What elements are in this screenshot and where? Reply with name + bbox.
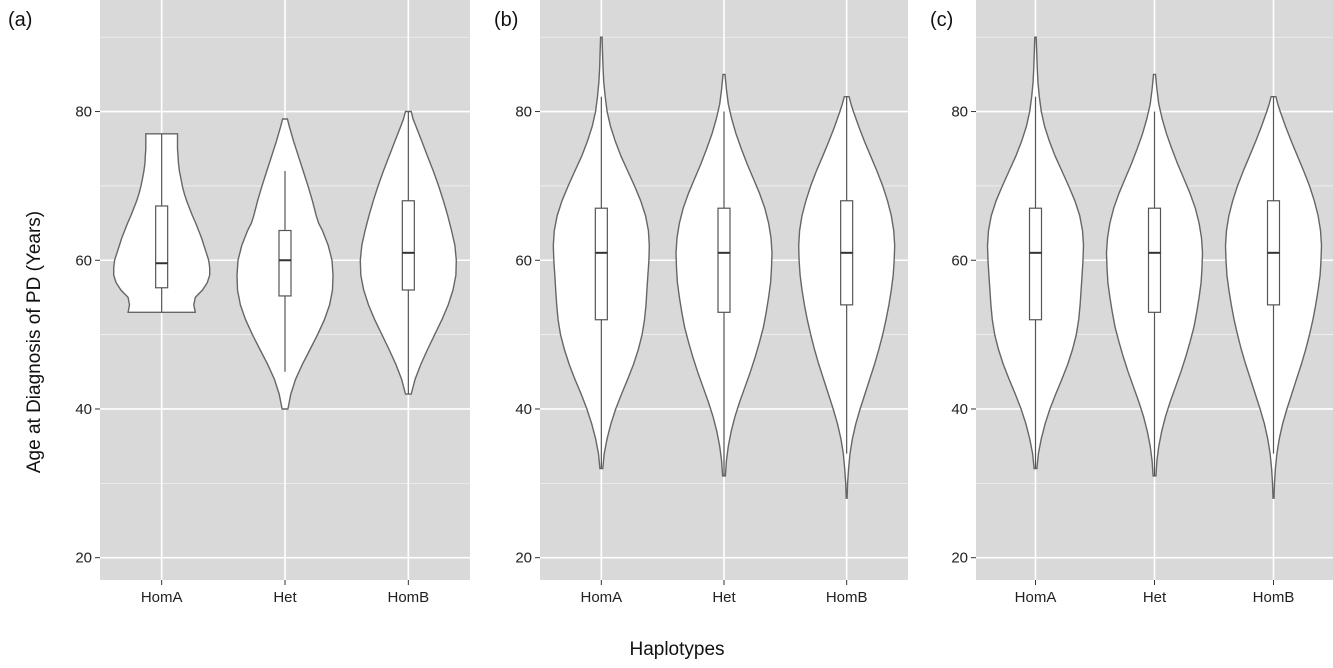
y-tick-label: 20 xyxy=(75,550,92,567)
panel-b: 20 40 60 80 HomA Het HomB (b) xyxy=(494,0,908,606)
y-tick-label: 80 xyxy=(75,104,92,121)
box-homb xyxy=(401,200,415,291)
x-tick-label: HomA xyxy=(141,589,183,606)
y-tick-label: 40 xyxy=(515,401,532,418)
box-homa xyxy=(1028,207,1043,321)
x-axis-title: Haplotypes xyxy=(629,639,724,660)
x-tick-label: HomA xyxy=(1015,589,1057,606)
y-tick-label: 60 xyxy=(75,252,92,269)
x-tick-label: Het xyxy=(1143,589,1167,606)
y-axis-title: Age at Diagnosis of PD (Years) xyxy=(24,211,45,473)
y-tick-label: 60 xyxy=(951,252,968,269)
y-tick-label: 80 xyxy=(515,104,532,121)
y-tick-label: 40 xyxy=(75,401,92,418)
box-homa xyxy=(155,205,169,289)
panel-label: (a) xyxy=(8,9,32,31)
panels: 20 40 60 80 HomA Het HomB (a) 20 40 60 80 HomA Het Hom… xyxy=(8,0,1333,606)
x-tick-label: Het xyxy=(273,589,297,606)
y-tick-label: 80 xyxy=(951,104,968,121)
y-tick-label: 40 xyxy=(951,401,968,418)
y-tick-label: 60 xyxy=(515,252,532,269)
x-tick-label: HomA xyxy=(580,589,622,606)
x-tick-label: HomB xyxy=(387,589,429,606)
panel-c: 20 40 60 80 HomA Het HomB (c) xyxy=(930,0,1333,606)
box-het xyxy=(717,207,731,313)
box-het xyxy=(1147,207,1162,313)
y-tick-label: 20 xyxy=(951,550,968,567)
y-tick-label: 20 xyxy=(515,550,532,567)
box-homa xyxy=(594,207,608,321)
x-tick-label: HomB xyxy=(1253,589,1295,606)
x-tick-label: HomB xyxy=(826,589,868,606)
panel-a: 20 40 60 80 HomA Het HomB (a) xyxy=(8,0,470,606)
panel-label: (c) xyxy=(930,9,953,31)
panel-label: (b) xyxy=(494,9,518,31)
box-het xyxy=(278,229,292,297)
x-tick-label: Het xyxy=(712,589,736,606)
